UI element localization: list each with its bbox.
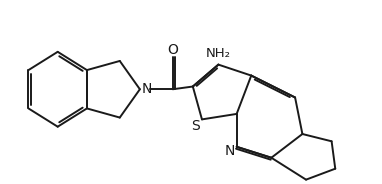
Text: NH₂: NH₂ xyxy=(206,47,231,60)
Text: N: N xyxy=(225,144,235,158)
Text: O: O xyxy=(167,43,178,57)
Text: S: S xyxy=(191,119,200,133)
Text: N: N xyxy=(141,82,152,96)
